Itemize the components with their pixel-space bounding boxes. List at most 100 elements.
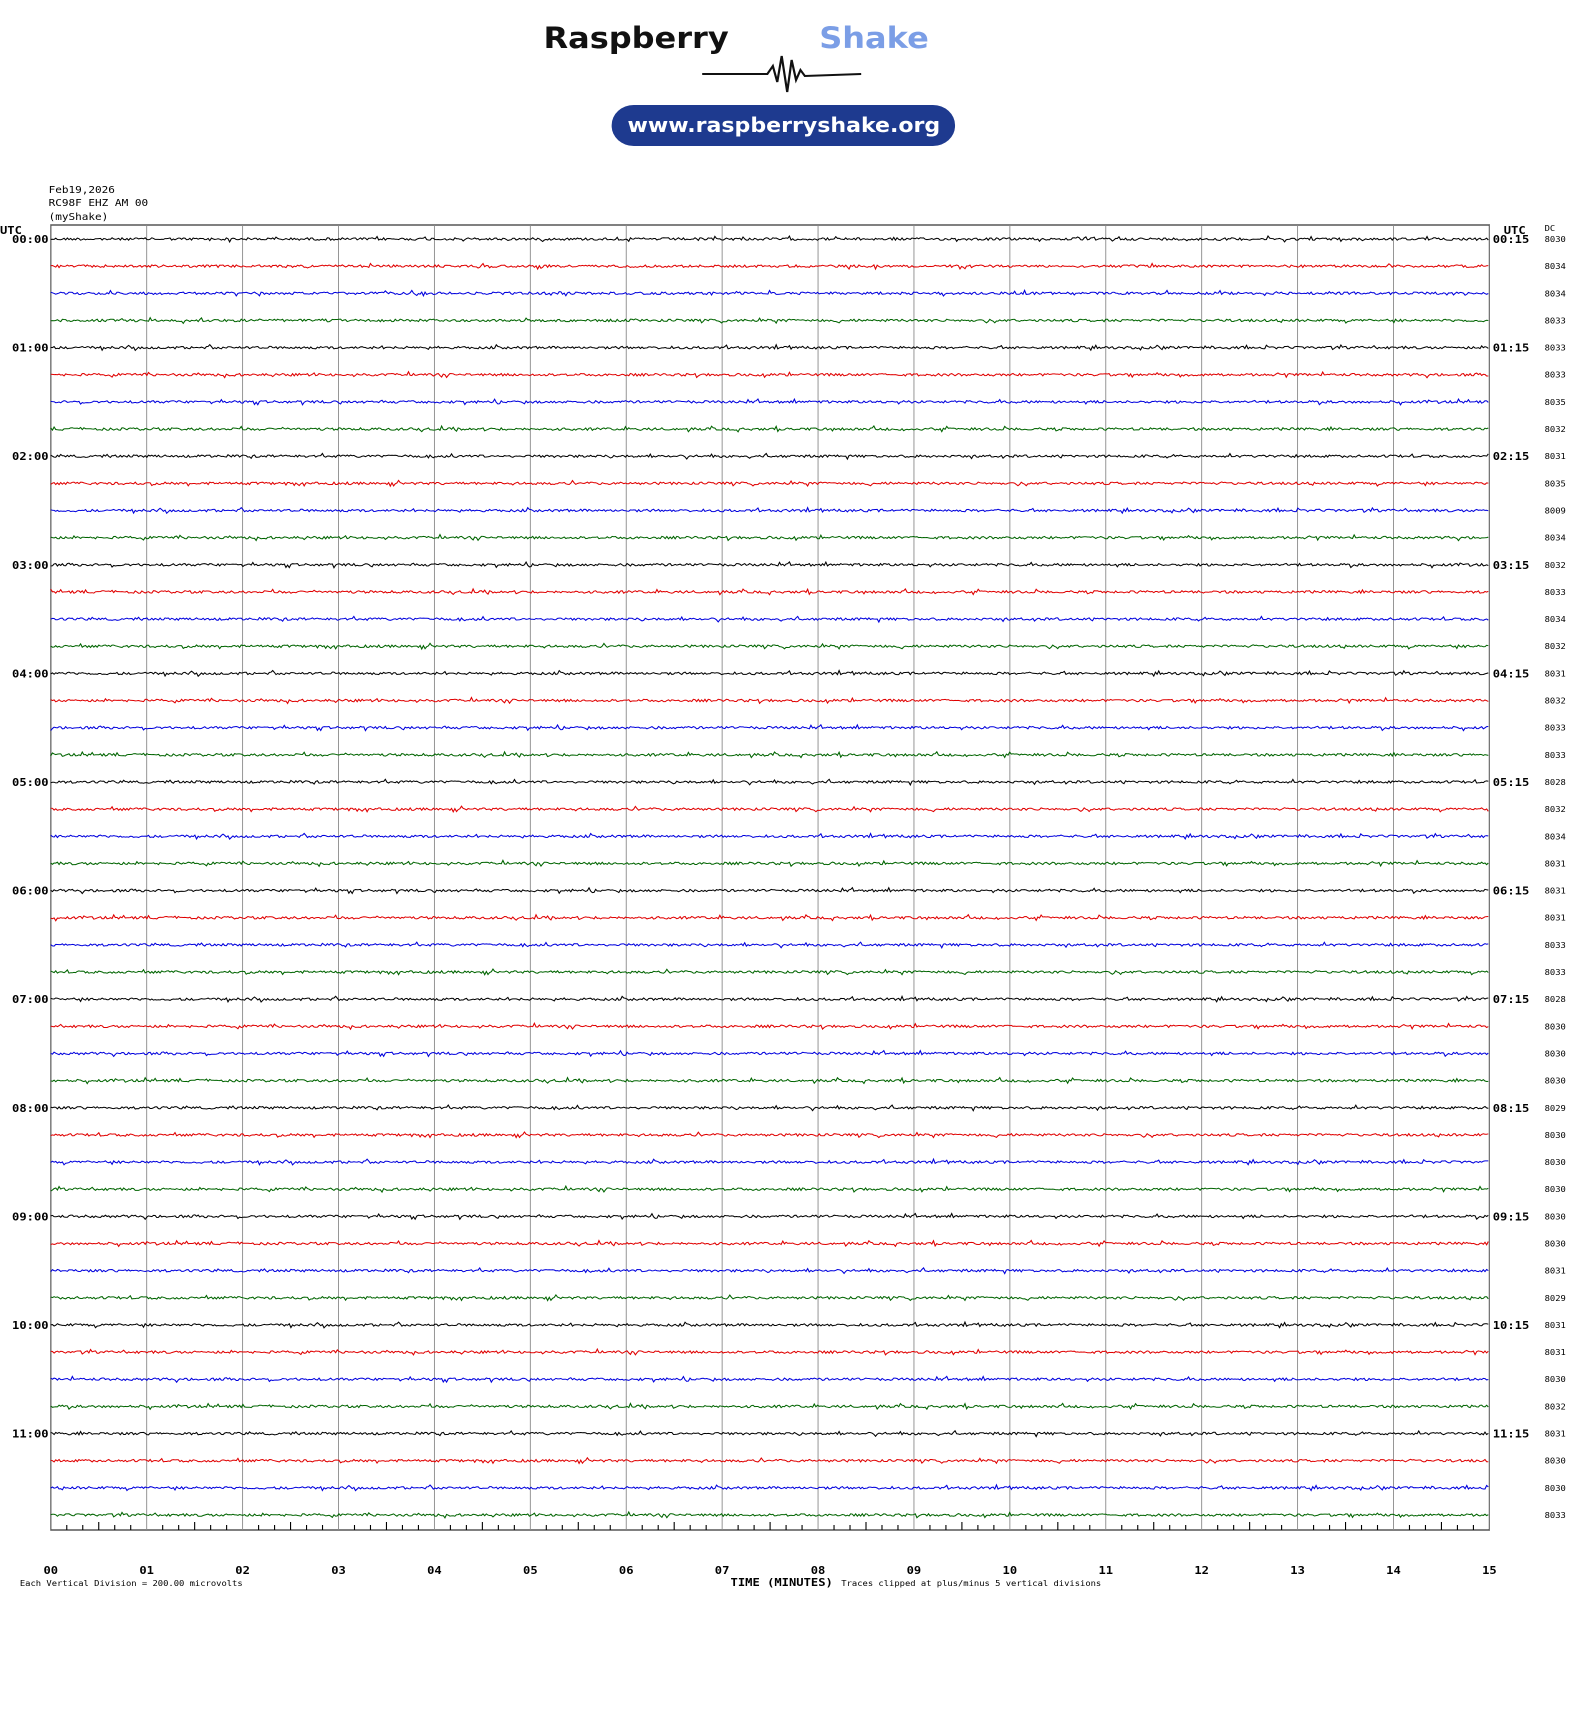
left-time-label: 07:00 bbox=[12, 993, 49, 1006]
right-time-label: 05:15 bbox=[1493, 776, 1530, 789]
dc-value: 8029 bbox=[1545, 1103, 1566, 1112]
left-time-label: 10:00 bbox=[12, 1319, 49, 1332]
dc-value: 8031 bbox=[1545, 452, 1566, 461]
dc-value: 8031 bbox=[1545, 669, 1566, 678]
trace bbox=[50, 642, 1489, 651]
trace bbox=[50, 968, 1489, 976]
dc-value: 8028 bbox=[1545, 995, 1566, 1004]
trace bbox=[50, 424, 1489, 433]
logo: Raspberry Shake www.raspberryshake.org bbox=[543, 22, 956, 146]
trace bbox=[50, 1483, 1489, 1492]
trace bbox=[50, 1429, 1489, 1438]
left-time-label: 03:00 bbox=[12, 558, 49, 571]
brand-accent: Shake bbox=[819, 22, 929, 55]
dc-value: 8031 bbox=[1545, 913, 1566, 922]
dc-value: 8031 bbox=[1545, 859, 1566, 868]
clip-note: Traces clipped at plus/minus 5 vertical … bbox=[841, 1578, 1101, 1587]
trace bbox=[50, 1456, 1489, 1465]
x-tick-label: 11 bbox=[1098, 1564, 1113, 1577]
trace bbox=[50, 1212, 1489, 1221]
trace bbox=[50, 1375, 1489, 1384]
x-tick-label: 08 bbox=[811, 1564, 826, 1577]
trace bbox=[50, 941, 1489, 950]
x-tick-label: 06 bbox=[619, 1564, 634, 1577]
dc-value: 8030 bbox=[1545, 1185, 1566, 1194]
url-pill bbox=[611, 105, 956, 146]
x-tick-label: 02 bbox=[235, 1564, 250, 1577]
dc-value: 8030 bbox=[1545, 234, 1566, 243]
trace bbox=[50, 343, 1489, 352]
dc-value: 8034 bbox=[1545, 832, 1566, 841]
trace bbox=[50, 533, 1489, 542]
dc-value: 8030 bbox=[1545, 1375, 1566, 1384]
dc-value: 8032 bbox=[1545, 642, 1566, 651]
trace bbox=[50, 723, 1489, 732]
trace bbox=[50, 859, 1489, 868]
x-tick-label: 14 bbox=[1386, 1564, 1401, 1577]
dc-value: 8031 bbox=[1545, 1320, 1566, 1329]
trace bbox=[50, 1049, 1489, 1058]
dc-value: 8033 bbox=[1545, 587, 1566, 596]
trace bbox=[50, 234, 1489, 244]
left-time-label: 08:00 bbox=[12, 1101, 49, 1114]
dc-value: 8030 bbox=[1545, 1076, 1566, 1085]
right-time-label: 08:15 bbox=[1493, 1101, 1530, 1114]
x-tick-label: 05 bbox=[523, 1564, 538, 1577]
dc-value: 8030 bbox=[1545, 1239, 1566, 1248]
x-tick-label: 10 bbox=[1003, 1564, 1018, 1577]
trace bbox=[50, 560, 1489, 569]
right-time-label: 11:15 bbox=[1493, 1427, 1530, 1440]
right-time-label: 01:15 bbox=[1493, 341, 1530, 354]
trace bbox=[50, 262, 1489, 271]
right-time-label: 03:15 bbox=[1493, 558, 1530, 571]
trace bbox=[50, 1239, 1489, 1248]
trace bbox=[50, 750, 1489, 759]
trace bbox=[50, 1131, 1489, 1139]
trace bbox=[50, 1510, 1489, 1519]
dc-value: 8033 bbox=[1545, 940, 1566, 949]
dc-value: 8031 bbox=[1545, 886, 1566, 895]
dc-value: 8035 bbox=[1545, 479, 1566, 488]
dc-value: 8031 bbox=[1545, 1266, 1566, 1275]
left-time-label: 05:00 bbox=[12, 776, 49, 789]
dc-value: 8035 bbox=[1545, 397, 1566, 406]
trace bbox=[50, 316, 1489, 325]
left-time-label: 01:00 bbox=[12, 341, 49, 354]
x-tick-label: 09 bbox=[907, 1564, 922, 1577]
x-tick-label: 04 bbox=[427, 1564, 442, 1577]
trace bbox=[50, 1267, 1489, 1275]
trace bbox=[50, 832, 1489, 841]
x-tick-label: 03 bbox=[331, 1564, 346, 1577]
trace bbox=[50, 615, 1489, 624]
dc-value: 8033 bbox=[1545, 1510, 1566, 1519]
brand: Raspberry bbox=[543, 22, 728, 55]
dc-value: 8033 bbox=[1545, 967, 1566, 976]
dc-value: 8030 bbox=[1545, 1049, 1566, 1058]
dc-value: 8032 bbox=[1545, 805, 1566, 814]
trace bbox=[50, 1076, 1489, 1085]
dc-value: 8032 bbox=[1545, 560, 1566, 569]
x-tick-label: 15 bbox=[1482, 1564, 1497, 1577]
trace bbox=[50, 669, 1489, 678]
dc-value: 8032 bbox=[1545, 696, 1566, 705]
dc-value: 8030 bbox=[1545, 1483, 1566, 1492]
left-axis-title: UTC bbox=[0, 224, 22, 237]
trace bbox=[50, 696, 1489, 705]
trace bbox=[50, 1402, 1489, 1411]
dc-value: 8030 bbox=[1545, 1212, 1566, 1221]
trace bbox=[50, 397, 1489, 406]
trace bbox=[50, 886, 1489, 895]
dc-value: 8034 bbox=[1545, 262, 1566, 271]
right-time-label: 02:15 bbox=[1493, 450, 1530, 463]
trace bbox=[50, 587, 1489, 596]
trace bbox=[50, 1347, 1489, 1356]
network: (myShake) bbox=[49, 211, 109, 222]
trace bbox=[50, 479, 1489, 488]
dc-value: 8030 bbox=[1545, 1022, 1566, 1031]
dc-value: 8032 bbox=[1545, 1402, 1566, 1411]
dc-value: 8033 bbox=[1545, 750, 1566, 759]
station: RC98F EHZ AM 00 bbox=[49, 197, 149, 208]
right-time-label: 04:15 bbox=[1493, 667, 1530, 680]
left-time-label: 06:00 bbox=[12, 884, 49, 897]
dc-value: 8030 bbox=[1545, 1157, 1566, 1166]
